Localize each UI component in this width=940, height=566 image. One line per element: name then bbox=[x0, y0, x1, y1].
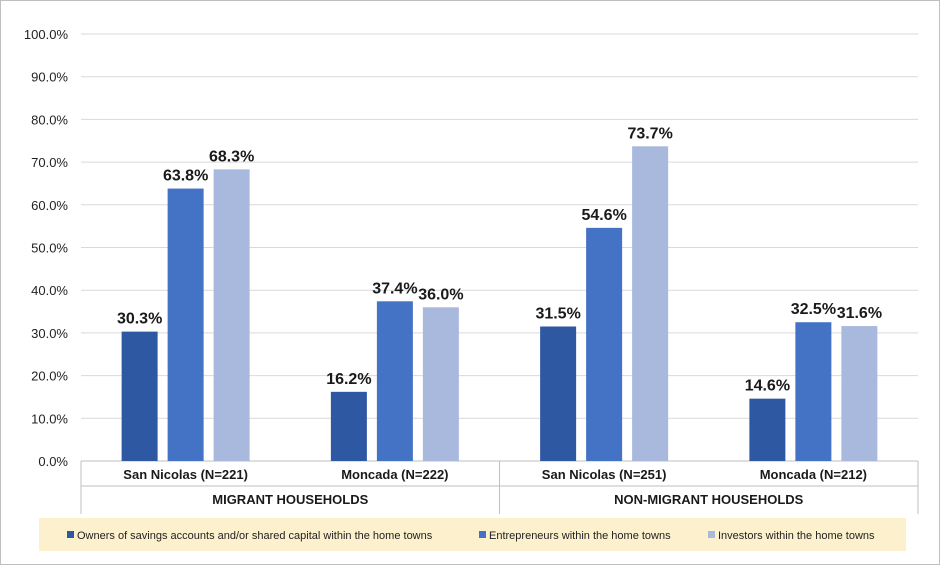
data-label: 37.4% bbox=[372, 280, 417, 297]
category-label: San Nicolas (N=221) bbox=[123, 467, 248, 482]
y-tick-label: 20.0% bbox=[31, 369, 68, 384]
bar bbox=[330, 391, 367, 461]
bar bbox=[586, 227, 623, 461]
bar bbox=[121, 331, 158, 461]
data-label: 16.2% bbox=[326, 371, 371, 388]
data-label: 73.7% bbox=[627, 125, 672, 142]
data-label: 14.6% bbox=[745, 378, 790, 395]
category-label: Moncada (N=222) bbox=[341, 467, 448, 482]
group-label: MIGRANT HOUSEHOLDS bbox=[212, 492, 368, 507]
y-tick-label: 50.0% bbox=[31, 241, 68, 256]
y-tick-label: 100.0% bbox=[24, 27, 69, 42]
bar bbox=[841, 326, 878, 461]
bar bbox=[632, 146, 669, 461]
bar bbox=[213, 169, 250, 461]
legend-box bbox=[39, 518, 906, 551]
y-tick-label: 30.0% bbox=[31, 326, 68, 341]
legend-swatch bbox=[67, 531, 74, 538]
data-label: 36.0% bbox=[418, 286, 463, 303]
y-tick-label: 60.0% bbox=[31, 198, 68, 213]
y-tick-label: 40.0% bbox=[31, 283, 68, 298]
data-label: 63.8% bbox=[163, 168, 208, 185]
data-label: 54.6% bbox=[581, 207, 626, 224]
legend-label: Owners of savings accounts and/or shared… bbox=[77, 530, 433, 542]
bar bbox=[749, 398, 786, 461]
legend-label: Entrepreneurs within the home towns bbox=[489, 530, 671, 542]
group-label: NON-MIGRANT HOUSEHOLDS bbox=[614, 492, 804, 507]
bar bbox=[540, 326, 577, 461]
legend-swatch bbox=[708, 531, 715, 538]
category-label: Moncada (N=212) bbox=[760, 467, 867, 482]
bar bbox=[376, 301, 413, 461]
y-tick-label: 0.0% bbox=[38, 454, 68, 469]
y-tick-label: 10.0% bbox=[31, 411, 68, 426]
data-label: 31.5% bbox=[535, 305, 580, 322]
legend-swatch bbox=[479, 531, 486, 538]
bar bbox=[167, 188, 204, 461]
data-label: 68.3% bbox=[209, 148, 254, 165]
y-tick-label: 80.0% bbox=[31, 112, 68, 127]
y-tick-label: 70.0% bbox=[31, 155, 68, 170]
data-label: 31.6% bbox=[837, 305, 882, 322]
category-label: San Nicolas (N=251) bbox=[542, 467, 667, 482]
legend-label: Investors within the home towns bbox=[718, 530, 875, 542]
bar bbox=[422, 307, 459, 461]
data-label: 32.5% bbox=[791, 301, 836, 318]
data-label: 30.3% bbox=[117, 311, 162, 328]
y-tick-label: 90.0% bbox=[31, 70, 68, 85]
bar bbox=[795, 322, 832, 461]
